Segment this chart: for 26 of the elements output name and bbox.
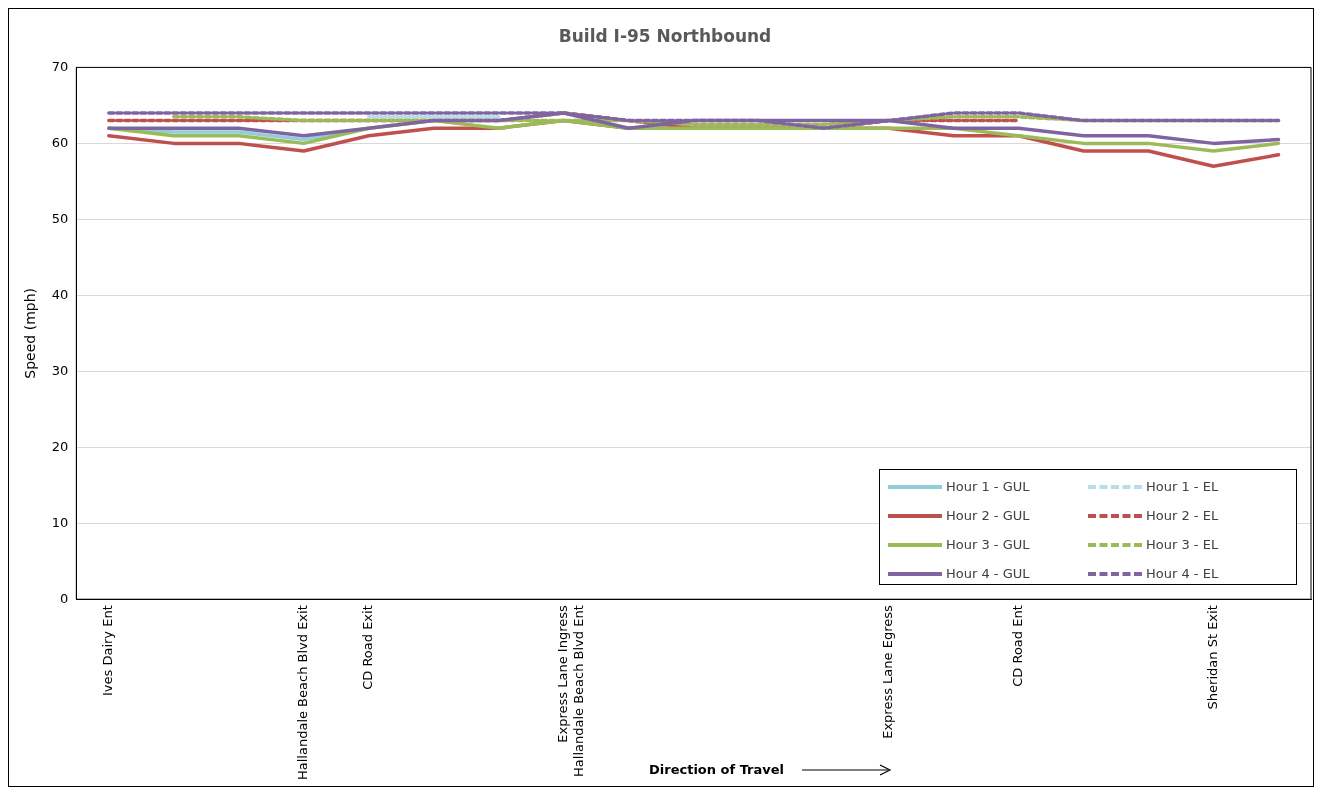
x-tick-label: Express Lane Ingress Hallandale Beach Blvd Ent: [555, 605, 586, 777]
y-tick-label: 20: [51, 438, 69, 454]
y-axis-title: Speed (mph): [22, 287, 39, 379]
x-tick-label: Ives Dairy Ent: [100, 605, 116, 696]
legend-label: Hour 2 - EL: [1146, 508, 1219, 524]
legend-label: Hour 1 - EL: [1146, 479, 1219, 495]
y-tick-label: 30: [51, 362, 69, 378]
chart-title: Build I-95 Northbound: [558, 25, 772, 46]
y-tick-label: 70: [51, 58, 69, 74]
legend-label: Hour 4 - GUL: [946, 566, 1030, 582]
x-tick-label: Hallandale Beach Blvd Exit: [295, 605, 311, 781]
y-tick-label: 0: [60, 590, 69, 606]
y-tick-label: 40: [51, 286, 69, 302]
x-tick-label: Sheridan St Exit: [1204, 605, 1220, 710]
y-tick-label: 10: [51, 514, 69, 530]
legend-label: Hour 3 - GUL: [946, 537, 1030, 553]
legend-label: Hour 2 - GUL: [946, 508, 1030, 524]
legend-label: Hour 3 - EL: [1146, 537, 1219, 553]
text: Direction of Travel: [649, 762, 785, 777]
x-tick-label: CD Road Exit: [360, 605, 376, 690]
legend-label: Hour 1 - GUL: [946, 479, 1030, 495]
x-tick-label: CD Road Ent: [1009, 605, 1025, 687]
legend-label: Hour 4 - EL: [1146, 566, 1219, 582]
y-tick-label: 60: [51, 134, 69, 150]
y-tick-label: 50: [51, 210, 69, 226]
x-tick-label: Express Lane Egress: [879, 605, 895, 739]
